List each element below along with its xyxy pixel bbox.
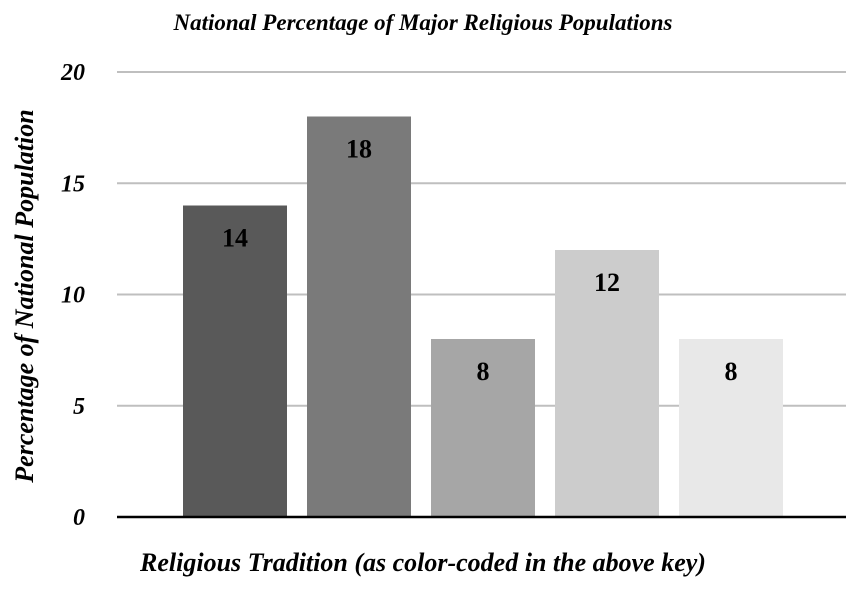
bar	[307, 116, 411, 517]
y-tick-label: 5	[73, 394, 85, 420]
bars	[183, 116, 783, 517]
data-label: 12	[594, 268, 620, 297]
data-label: 14	[222, 224, 248, 253]
bar	[431, 339, 535, 517]
data-label: 8	[477, 357, 490, 386]
bar	[679, 339, 783, 517]
bar	[183, 205, 287, 517]
y-tick-label: 10	[61, 283, 85, 309]
bar	[555, 250, 659, 517]
y-tick-labels: 0 5 10 15 20	[60, 60, 85, 531]
y-tick-label: 15	[61, 171, 85, 197]
y-tick-label: 20	[60, 60, 85, 86]
chart-title: National Percentage of Major Religious P…	[173, 10, 673, 35]
x-axis-label: Religious Tradition (as color-coded in t…	[140, 548, 706, 577]
data-label: 18	[346, 135, 372, 164]
data-labels: 14 18 8 12 8	[222, 135, 738, 387]
data-label: 8	[725, 357, 738, 386]
y-tick-label: 0	[73, 505, 85, 531]
